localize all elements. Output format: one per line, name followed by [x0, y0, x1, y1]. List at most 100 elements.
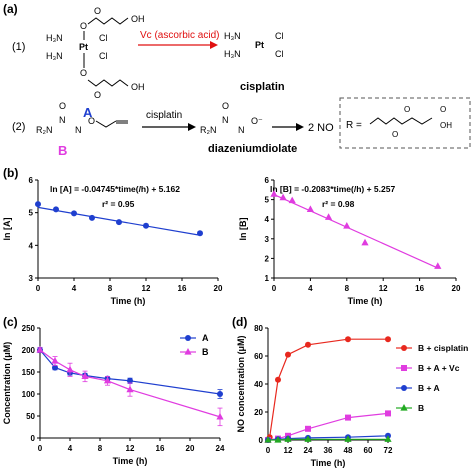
svg-text:N: N — [59, 115, 66, 125]
svg-text:R₂N: R₂N — [36, 125, 53, 135]
reaction-scheme: (1) H₃N H₃N Pt Cl Cl O O O OH O OH A Vc … — [12, 6, 471, 158]
svg-text:H₃N: H₃N — [46, 51, 63, 61]
chart-c-concentration: 0 4 8 12 16 20 24 0 50 100 150 200 250 Time (h) Concen… — [2, 324, 225, 466]
x-tick-label: 36 — [324, 446, 333, 455]
data-point — [127, 377, 133, 384]
x-tick-label: 0 — [38, 444, 43, 453]
y-tick-label: 3 — [29, 274, 34, 283]
x-tick-label: 8 — [98, 444, 103, 453]
y-tick-label: 0 — [31, 434, 36, 443]
x-axis-label: Time (h) — [111, 296, 146, 306]
panel-label-d: (d) — [232, 315, 248, 329]
legend-label: B — [418, 403, 424, 413]
x-tick-label: 20 — [452, 284, 461, 293]
data-point — [385, 336, 391, 343]
data-point — [284, 435, 292, 442]
legend-marker — [184, 348, 192, 355]
svg-text:Pt: Pt — [255, 40, 264, 50]
data-point — [264, 436, 272, 443]
y-tick-label: 5 — [29, 209, 34, 218]
r-group-box — [339, 97, 471, 149]
svg-text:N: N — [222, 115, 229, 125]
x-tick-label: 12 — [126, 444, 135, 453]
x-tick-label: 72 — [384, 446, 393, 455]
data-point — [279, 193, 287, 201]
x-axis-label: Time (h) — [311, 458, 346, 468]
svg-text:O: O — [222, 101, 229, 111]
x-tick-label: 4 — [308, 284, 313, 293]
data-point — [434, 262, 442, 269]
data-point — [385, 410, 391, 417]
y-tick-label: 40 — [254, 380, 263, 389]
x-tick-label: 16 — [415, 284, 424, 293]
y-tick-label: 6 — [29, 176, 34, 185]
x-tick-label: 20 — [214, 284, 223, 293]
svg-text:H₃N: H₃N — [224, 49, 241, 59]
fit-line — [273, 194, 439, 269]
fit-equation: ln [A] = -0.04745*time(/h) + 5.162 — [50, 184, 180, 194]
y-tick-label: 20 — [254, 408, 263, 417]
x-tick-label: 8 — [345, 284, 350, 293]
data-point — [71, 210, 77, 217]
x-tick-label: 24 — [304, 446, 313, 455]
svg-text:N: N — [75, 125, 82, 135]
svg-text:O: O — [80, 68, 87, 78]
legend-marker — [185, 335, 191, 341]
x-axis-label: Time (h) — [113, 456, 148, 466]
svg-text:O: O — [88, 116, 95, 126]
data-point — [306, 205, 314, 212]
y-tick-label: 150 — [22, 368, 36, 377]
fit-r2: r² = 0.95 — [102, 199, 135, 209]
x-tick-label: 4 — [68, 444, 73, 453]
y-tick-label: 60 — [254, 352, 263, 361]
x-tick-label: 16 — [178, 284, 187, 293]
data-point — [304, 435, 312, 442]
diazeniumdiolate-structure: R₂N N O N O⁻ — [200, 101, 263, 135]
data-point — [305, 341, 311, 348]
svg-text:O: O — [94, 6, 101, 16]
no-product-label: 2 NO — [308, 122, 334, 134]
y-tick-label: 4 — [265, 215, 270, 224]
data-point — [288, 196, 296, 204]
data-point — [274, 436, 282, 443]
svg-text:Pt: Pt — [79, 42, 88, 52]
data-point — [52, 364, 58, 371]
legend-label: B — [202, 347, 209, 357]
data-point — [325, 213, 333, 220]
legend-marker — [401, 365, 407, 371]
y-tick-label: 5 — [265, 196, 270, 205]
x-tick-label: 12 — [142, 284, 151, 293]
x-tick-label: 0 — [36, 284, 41, 293]
legend-label: B + A + Vc — [418, 363, 460, 373]
y-tick-label: 100 — [22, 390, 36, 399]
panel-label-a: (a) — [3, 2, 18, 16]
reaction-1-label: (1) — [12, 41, 25, 53]
svg-text:H₃N: H₃N — [224, 31, 241, 41]
x-tick-label: 0 — [272, 284, 277, 293]
data-point — [345, 414, 351, 421]
fit-r2: r² = 0.98 — [322, 199, 355, 209]
x-tick-label: 12 — [284, 446, 293, 455]
x-tick-label: 60 — [364, 446, 373, 455]
x-tick-label: 48 — [344, 446, 353, 455]
data-point — [344, 435, 352, 442]
data-point — [345, 336, 351, 343]
data-point — [35, 201, 41, 208]
series-b — [36, 346, 224, 427]
r-group-structure: O O O OH — [369, 105, 452, 139]
panel-label-c: (c) — [3, 315, 18, 329]
series-a — [35, 201, 203, 237]
reagent-cisplatin-label: cisplatin — [146, 110, 182, 121]
x-axis-label: Time (h) — [348, 296, 383, 306]
x-tick-label: 20 — [186, 444, 195, 453]
svg-text:O: O — [404, 105, 410, 114]
data-point — [197, 230, 203, 237]
y-tick-label: 2 — [265, 254, 270, 263]
svg-text:O: O — [440, 105, 446, 114]
x-tick-label: 8 — [108, 284, 113, 293]
data-point — [103, 376, 112, 384]
chart-b-ln-a: 0 4 8 12 16 20 3 4 5 6 Time (h) ln [A] ln [A] = -0.0… — [2, 176, 223, 306]
x-tick-label: 24 — [216, 444, 225, 453]
svg-text:Cl: Cl — [99, 33, 108, 43]
y-tick-label: 80 — [254, 324, 263, 333]
